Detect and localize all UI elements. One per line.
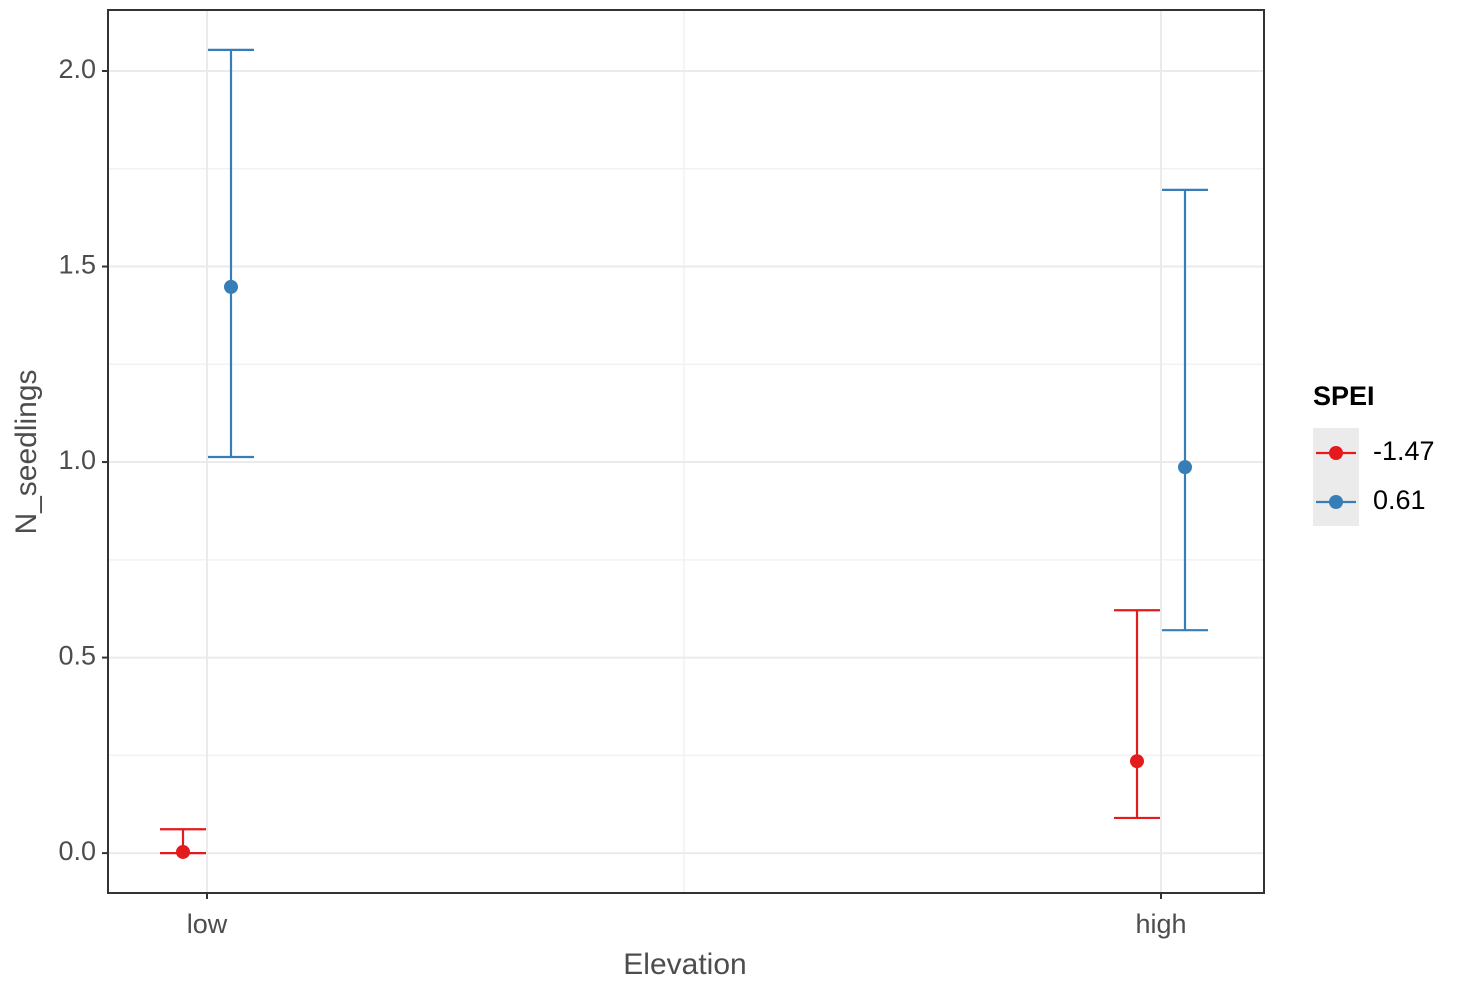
point — [224, 279, 238, 294]
legend-title: SPEI — [1313, 381, 1375, 411]
error-bar — [1162, 188, 1208, 632]
point — [1178, 460, 1192, 475]
legend-label: -1.47 — [1373, 436, 1435, 466]
legend-point — [1329, 446, 1343, 460]
y-tick-label: 2.0 — [58, 54, 96, 84]
y-tick-label: 1.5 — [58, 250, 96, 280]
y-axis-title: N_seedlings — [10, 369, 43, 534]
panel-border — [107, 9, 1265, 894]
legend-label: 0.61 — [1373, 485, 1426, 515]
error-bar — [208, 48, 254, 459]
y-tick-label: 0.5 — [58, 641, 96, 671]
point — [1130, 754, 1144, 769]
x-tick-label: high — [1135, 909, 1186, 939]
error-bar — [1114, 609, 1160, 820]
x-axis-title: Elevation — [623, 948, 746, 981]
point — [176, 844, 190, 859]
legend-point — [1329, 495, 1343, 509]
y-tick-label: 1.0 — [58, 445, 96, 475]
x-tick-label: low — [187, 909, 228, 939]
y-tick-label: 0.0 — [58, 836, 96, 866]
